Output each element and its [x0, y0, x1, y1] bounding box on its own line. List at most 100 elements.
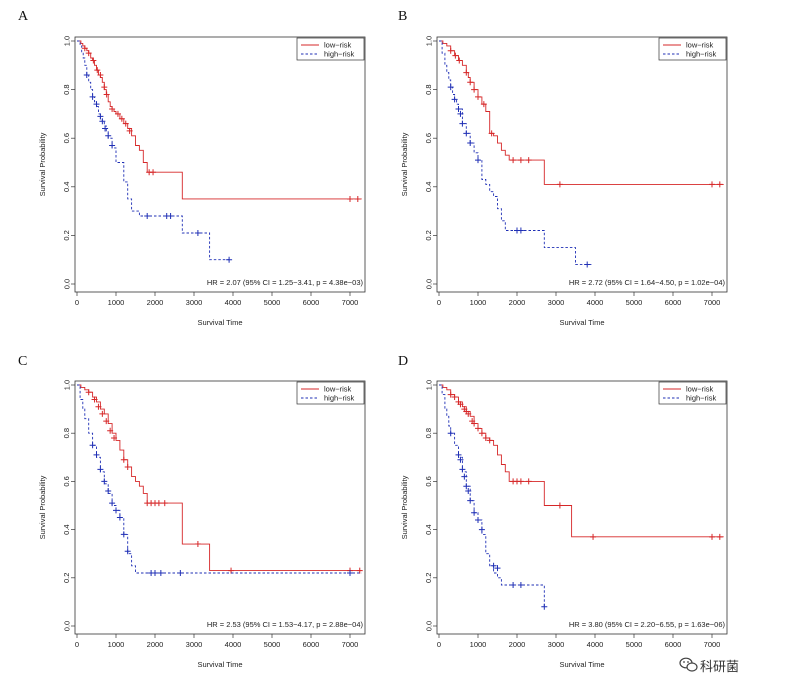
censor-mark-low-risk: [478, 430, 485, 437]
censor-mark-low-risk: [517, 478, 524, 485]
censor-mark-low-risk: [97, 72, 104, 79]
censor-mark-high-risk: [459, 120, 466, 127]
x-tick-label: 0: [75, 640, 79, 649]
censor-mark-low-risk: [161, 500, 168, 507]
censor-mark-high-risk: [99, 118, 106, 125]
legend-label: low−risk: [324, 41, 352, 50]
censor-mark-low-risk: [488, 130, 495, 137]
censor-mark-low-risk: [95, 403, 102, 410]
x-tick-label: 7000: [704, 640, 721, 649]
plot-frame: [436, 380, 728, 635]
censor-mark-low-risk: [517, 157, 524, 164]
censor-mark-high-risk: [457, 456, 464, 463]
legend-label: low−risk: [324, 385, 352, 394]
censor-mark-low-risk: [463, 69, 470, 76]
x-tick-label: 1000: [108, 640, 125, 649]
censor-mark-high-risk: [465, 488, 472, 495]
censor-mark-high-risk: [447, 84, 454, 91]
km-panel-a: A 0 1000 2000 3000 4000 5000 6000 7000 0.0 0.2 0.4 0…: [18, 9, 366, 327]
censor-mark-high-risk: [93, 101, 100, 108]
censor-mark-low-risk: [356, 567, 363, 574]
y-tick-label: 1.0: [424, 380, 433, 390]
x-axis-title: Survival Time: [559, 318, 604, 327]
y-axis-title: Survival Probability: [400, 475, 409, 539]
censor-mark-low-risk: [150, 169, 157, 176]
censor-mark-high-risk: [93, 451, 100, 458]
censor-mark-high-risk: [517, 582, 524, 589]
censor-mark-high-risk: [144, 212, 151, 219]
x-tick-label: 4000: [587, 298, 604, 307]
censor-mark-low-risk: [709, 533, 715, 540]
censor-mark-low-risk: [556, 502, 563, 509]
x-tick-label: 6000: [665, 298, 682, 307]
x-axis-title: Survival Time: [197, 318, 242, 327]
y-axis-title: Survival Probability: [38, 132, 47, 196]
censor-mark-low-risk: [471, 86, 478, 93]
x-tick-label: 6000: [665, 640, 682, 649]
censor-mark-low-risk: [94, 67, 101, 74]
censor-mark-high-risk: [467, 497, 474, 504]
censor-mark-low-risk: [480, 101, 487, 108]
plot-frame: [436, 36, 728, 293]
censor-mark-low-risk: [111, 435, 118, 442]
x-axis-title: Survival Time: [197, 660, 242, 669]
y-axis-title: Survival Probability: [38, 475, 47, 539]
y-tick-label: 0.2: [424, 573, 433, 583]
censor-mark-low-risk: [452, 52, 459, 59]
x-tick-label: 4000: [225, 640, 242, 649]
censor-mark-low-risk: [716, 181, 723, 188]
km-panel-c: C 0 1000 2000 3000 4000 5000 6000 7000 0.0 0.2 0.4 0…: [18, 354, 366, 669]
y-tick-label: 1.0: [62, 36, 71, 46]
censor-mark-low-risk: [194, 541, 201, 548]
y-tick-label: 0.0: [62, 621, 71, 631]
y-tick-label: 1.0: [62, 380, 71, 390]
censor-mark-high-risk: [97, 466, 104, 473]
censor-mark-low-risk: [99, 410, 106, 417]
censor-mark-high-risk: [541, 603, 548, 610]
censor-mark-low-risk: [451, 394, 458, 401]
x-tick-label: 3000: [186, 298, 203, 307]
x-tick-label: 0: [75, 298, 79, 307]
x-tick-label: 0: [437, 640, 441, 649]
y-tick-label: 0.4: [62, 182, 71, 192]
legend-box: [658, 381, 727, 405]
panel-letter: A: [18, 9, 29, 24]
wechat-icon: [679, 657, 698, 672]
y-tick-label: 0.8: [62, 84, 71, 94]
y-tick-label: 1.0: [424, 36, 433, 46]
y-tick-label: 0.4: [424, 524, 433, 534]
censor-mark-high-risk: [177, 569, 184, 576]
panel-letter: B: [398, 9, 407, 24]
censor-mark-high-risk: [490, 562, 497, 569]
censor-mark-high-risk: [124, 548, 131, 555]
censor-mark-high-risk: [455, 451, 462, 458]
censor-mark-low-risk: [81, 45, 88, 52]
censor-mark-high-risk: [463, 130, 470, 137]
censor-mark-low-risk: [126, 127, 133, 134]
censor-mark-low-risk: [447, 391, 454, 398]
y-tick-label: 0.6: [424, 133, 433, 143]
censor-mark-low-risk: [716, 533, 723, 540]
hr-annotation: HR = 2.53 (95% CI = 1.53−4.17, p = 2.88e…: [207, 620, 364, 629]
plot-frame: [74, 380, 366, 635]
censor-mark-high-risk: [510, 582, 517, 589]
watermark: 科研菌: [679, 657, 739, 675]
censor-mark-low-risk: [447, 47, 454, 54]
censor-mark-low-risk: [510, 157, 517, 164]
censor-mark-high-risk: [116, 514, 123, 521]
y-tick-label: 0.0: [62, 279, 71, 289]
censor-mark-high-risk: [89, 93, 96, 100]
y-tick-label: 0.8: [424, 84, 433, 94]
hr-annotation: HR = 2.07 (95% CI = 1.25−3.41, p = 4.38e…: [207, 278, 364, 287]
censor-mark-low-risk: [114, 110, 121, 117]
x-tick-label: 7000: [704, 298, 721, 307]
y-tick-label: 0.2: [424, 230, 433, 240]
censor-mark-high-risk: [157, 569, 164, 576]
x-tick-label: 6000: [303, 640, 320, 649]
x-tick-label: 2000: [147, 640, 164, 649]
censor-mark-high-risk: [120, 531, 127, 538]
censor-mark-high-risk: [475, 516, 481, 523]
censor-mark-high-risk: [102, 125, 109, 132]
censor-mark-low-risk: [457, 401, 464, 408]
x-tick-label: 2000: [509, 640, 526, 649]
